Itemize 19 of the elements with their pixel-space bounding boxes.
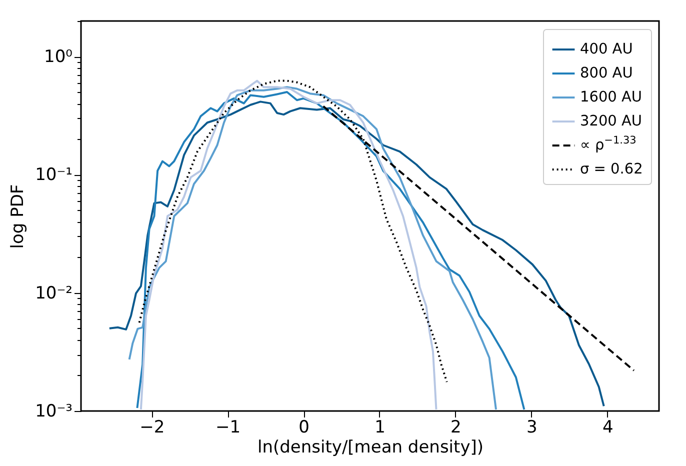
y-axis-title: log PDF <box>8 184 28 249</box>
x-axis-title: ln(density/[mean density]) <box>257 438 484 458</box>
legend-label: 3200 AU <box>580 114 642 130</box>
legend-label: 800 AU <box>580 66 633 82</box>
legend-label: 1600 AU <box>580 90 642 106</box>
x-tick-label: 3 <box>526 418 538 438</box>
x-tick-label: −1 <box>216 418 241 438</box>
x-tick-label: 2 <box>450 418 462 438</box>
x-tick-label: −2 <box>140 418 165 438</box>
y-tick-label: 10⁰ <box>44 47 73 68</box>
legend-label: 400 AU <box>580 42 633 58</box>
x-tick-label: 4 <box>602 418 614 438</box>
x-tick-label: 0 <box>298 418 310 438</box>
y-tick-label: 10⁻² <box>35 283 72 304</box>
legend-label: ∝ ρ$^{−1.33}$ <box>580 134 636 154</box>
x-tick-label: 1 <box>374 418 386 438</box>
y-tick-label: 10⁻¹ <box>35 165 72 186</box>
legend-label: σ = 0.62 <box>580 162 643 178</box>
y-tick-label: 10⁻³ <box>35 402 72 422</box>
